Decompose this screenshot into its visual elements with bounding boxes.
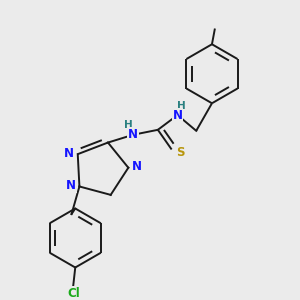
Text: H: H bbox=[124, 120, 133, 130]
Text: N: N bbox=[172, 109, 182, 122]
Text: S: S bbox=[176, 146, 185, 159]
Text: N: N bbox=[64, 147, 74, 160]
Text: N: N bbox=[128, 128, 138, 141]
Text: N: N bbox=[132, 160, 142, 173]
Text: Cl: Cl bbox=[67, 286, 80, 300]
Text: H: H bbox=[177, 101, 186, 111]
Text: N: N bbox=[66, 179, 76, 192]
